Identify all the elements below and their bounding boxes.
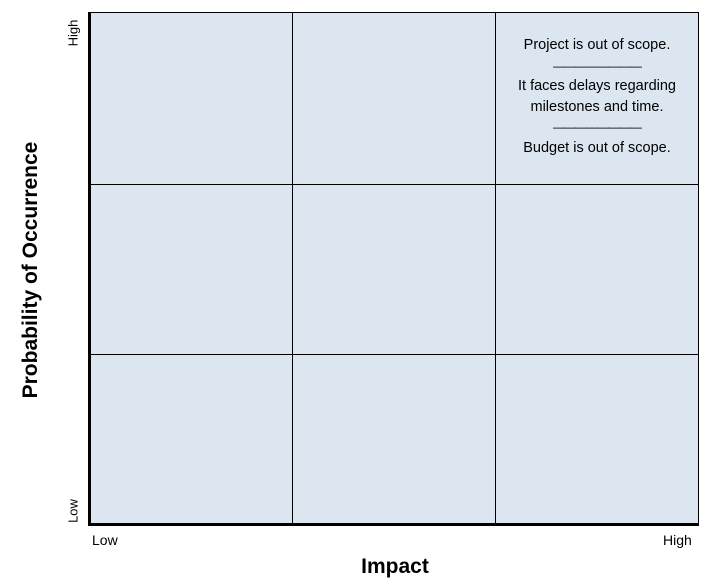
risk-item-delays-line1: It faces delays regarding — [518, 78, 676, 94]
risk-matrix-grid: Project is out of scope. ———————— It fac… — [88, 12, 699, 526]
x-axis-title: Impact — [361, 555, 429, 578]
separator-line: ———————— — [553, 120, 642, 134]
y-tick-low: Low — [65, 499, 81, 523]
risk-item-scope: Project is out of scope. — [523, 37, 671, 53]
separator-line: ———————— — [553, 58, 642, 73]
x-tick-low: Low — [92, 532, 118, 548]
grid-column-divider-1 — [292, 13, 293, 523]
risk-item-delays-line2: milestones and time. — [530, 98, 664, 115]
x-tick-high: High — [663, 532, 692, 548]
y-axis-title: Probability of Occurrence — [19, 141, 42, 399]
grid-column-divider-2 — [495, 13, 496, 523]
grid-row-divider-2 — [91, 354, 698, 355]
risk-item-budget: Budget is out of scope. — [523, 139, 671, 156]
cell-high-probability-high-impact: Project is out of scope. ———————— It fac… — [497, 35, 697, 158]
grid-row-divider-1 — [91, 184, 698, 185]
y-tick-high: High — [65, 19, 81, 47]
